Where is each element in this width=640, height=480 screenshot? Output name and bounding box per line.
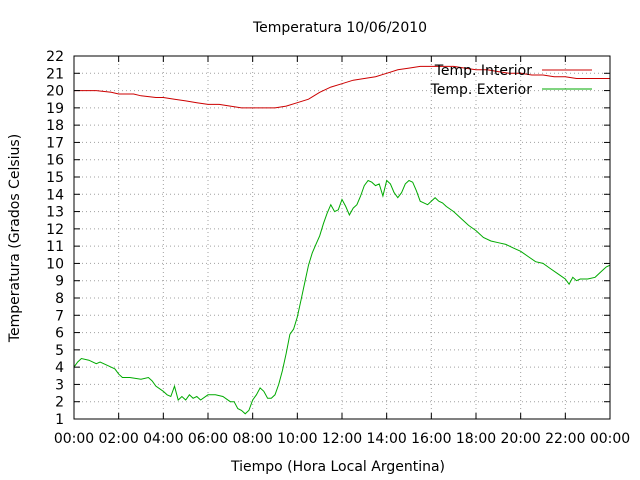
y-tick-label: 19 — [46, 101, 64, 117]
y-tick-label: 21 — [46, 66, 64, 82]
x-tick-label: 16:00 — [411, 431, 451, 447]
y-tick-label: 17 — [46, 135, 64, 151]
y-tick-label: 8 — [55, 291, 64, 307]
series-line-exterior — [73, 179, 611, 415]
x-tick-label: 02:00 — [98, 431, 138, 447]
x-tick-label: 22:00 — [545, 431, 585, 447]
x-tick-label: 04:00 — [143, 431, 183, 447]
y-tick-label: 15 — [46, 170, 64, 186]
y-tick-label: 7 — [55, 308, 64, 324]
x-tick-label: 18:00 — [456, 431, 496, 447]
y-tick-label: 3 — [55, 377, 64, 393]
y-tick-label: 12 — [46, 222, 64, 238]
y-tick-label: 18 — [46, 118, 64, 134]
legend-label-interior: Temp. Interior — [434, 63, 533, 79]
y-tick-label: 1 — [55, 412, 64, 428]
series-layer — [73, 65, 611, 415]
chart-title: Temperatura 10/06/2010 — [252, 20, 427, 36]
x-tick-label: 10:00 — [277, 431, 317, 447]
y-tick-label: 16 — [46, 153, 64, 169]
y-tick-label: 11 — [46, 239, 64, 255]
y-tick-label: 4 — [55, 360, 64, 376]
legend: Temp. Interior Temp. Exterior — [430, 63, 592, 98]
x-tick-label: 00:00 — [590, 431, 630, 447]
y-tick-label: 14 — [46, 187, 64, 203]
x-tick-label: 08:00 — [232, 431, 272, 447]
y-tick-label: 2 — [55, 395, 64, 411]
tick-layer — [73, 55, 611, 420]
legend-label-exterior: Temp. Exterior — [430, 82, 533, 98]
x-tick-label: 20:00 — [500, 431, 540, 447]
y-tick-label: 6 — [55, 326, 64, 342]
y-tick-label: 22 — [46, 49, 64, 65]
y-tick-label: 5 — [55, 343, 64, 359]
y-axis-label: Temperatura (Grados Celsius) — [7, 134, 23, 343]
series-line-interior — [74, 65, 610, 109]
grid-layer — [74, 56, 610, 419]
x-tick-labels: 00:00 02:00 04:00 06:00 08:00 10:00 12:00 14:00… — [54, 431, 630, 447]
x-tick-label: 14:00 — [366, 431, 406, 447]
x-axis-label: Tiempo (Hora Local Argentina) — [230, 459, 445, 475]
x-tick-label: 06:00 — [188, 431, 228, 447]
y-tick-label: 10 — [46, 256, 64, 272]
y-tick-label: 20 — [46, 84, 64, 100]
y-tick-label: 9 — [55, 274, 64, 290]
x-tick-label: 00:00 — [54, 431, 94, 447]
x-tick-label: 12:00 — [322, 431, 362, 447]
y-tick-label: 13 — [46, 205, 64, 221]
